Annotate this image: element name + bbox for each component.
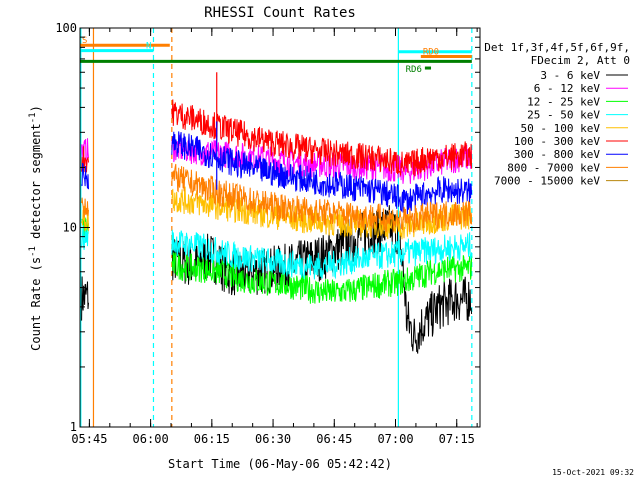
flag-label-5: RD6: [406, 65, 422, 75]
legend: Det 1f,3f,4f,5f,6f,9f, FDecim 2, Att 0 3…: [484, 41, 630, 188]
y-axis-label-sup: -1: [28, 246, 38, 257]
series-line-6-seg-1: [171, 131, 473, 215]
legend-label-5: 100 - 300 keV: [514, 135, 600, 148]
series-line-3-seg-1: [171, 229, 473, 280]
y-axis-ticks: 1 10 100: [55, 21, 480, 434]
x-axis-label: Start Time (06-May-06 05:42:42): [168, 457, 392, 471]
legend-label-0: 3 - 6 keV: [540, 69, 600, 82]
y-axis-label-tail: detector segment: [29, 123, 43, 246]
x-tick-label-5: 07:00: [377, 432, 413, 446]
series-line-6-seg-0: [81, 162, 89, 190]
x-tick-label-3: 06:30: [255, 432, 291, 446]
legend-label-1: 6 - 12 keV: [534, 82, 601, 95]
y-axis-label: Count Rate (s-1 detector segment-1): [28, 105, 43, 351]
y-axis-label-sup2: -1: [28, 112, 38, 123]
legend-label-4: 50 - 100 keV: [521, 122, 601, 135]
series-line-1-seg-0: [81, 138, 89, 166]
legend-label-6: 300 - 800 keV: [514, 148, 600, 161]
legend-header-line-1: Det 1f,3f,4f,5f,6f,9f,: [484, 41, 630, 54]
series-line-0-seg-0: [81, 276, 89, 321]
y-axis-label-main: Count Rate (s: [29, 257, 43, 351]
footer-date: 15-Oct-2021 09:32: [552, 468, 634, 477]
series-lines: [81, 99, 473, 354]
x-tick-label-4: 06:45: [316, 432, 352, 446]
legend-label-3: 25 - 50 keV: [527, 109, 600, 122]
x-tick-label-6: 07:15: [439, 432, 475, 446]
y-axis-label-close: ): [29, 105, 43, 112]
series-line-2-seg-1: [171, 252, 473, 304]
y-tick-label-2: 100: [55, 21, 77, 35]
legend-label-2: 12 - 25 keV: [527, 95, 600, 108]
legend-label-7: 800 - 7000 keV: [507, 161, 600, 174]
series-line-5-seg-1: [171, 99, 473, 177]
chart-title: RHESSI Count Rates: [204, 5, 356, 21]
y-tick-label-0: 1: [70, 420, 77, 434]
x-tick-label-2: 06:15: [194, 432, 230, 446]
flag-label-0: S: [82, 36, 87, 46]
x-tick-label-0: 05:45: [71, 432, 107, 446]
flag-label-1: N: [146, 42, 151, 52]
flag-label-4: RD0: [423, 47, 439, 57]
series-line-4-seg-0: [81, 205, 89, 232]
series-line-7-seg-1: [171, 163, 473, 233]
legend-header-line-2: FDecim 2, Att 0: [531, 54, 630, 67]
x-axis-ticks: 05:45 06:00 06:15 06:30 06:45 07:00 07:15: [71, 28, 478, 446]
legend-label-8: 7000 - 15000 keV: [494, 175, 600, 188]
x-tick-label-1: 06:00: [133, 432, 169, 446]
series-line-7-seg-0: [81, 197, 89, 218]
y-tick-label-1: 10: [63, 221, 77, 235]
